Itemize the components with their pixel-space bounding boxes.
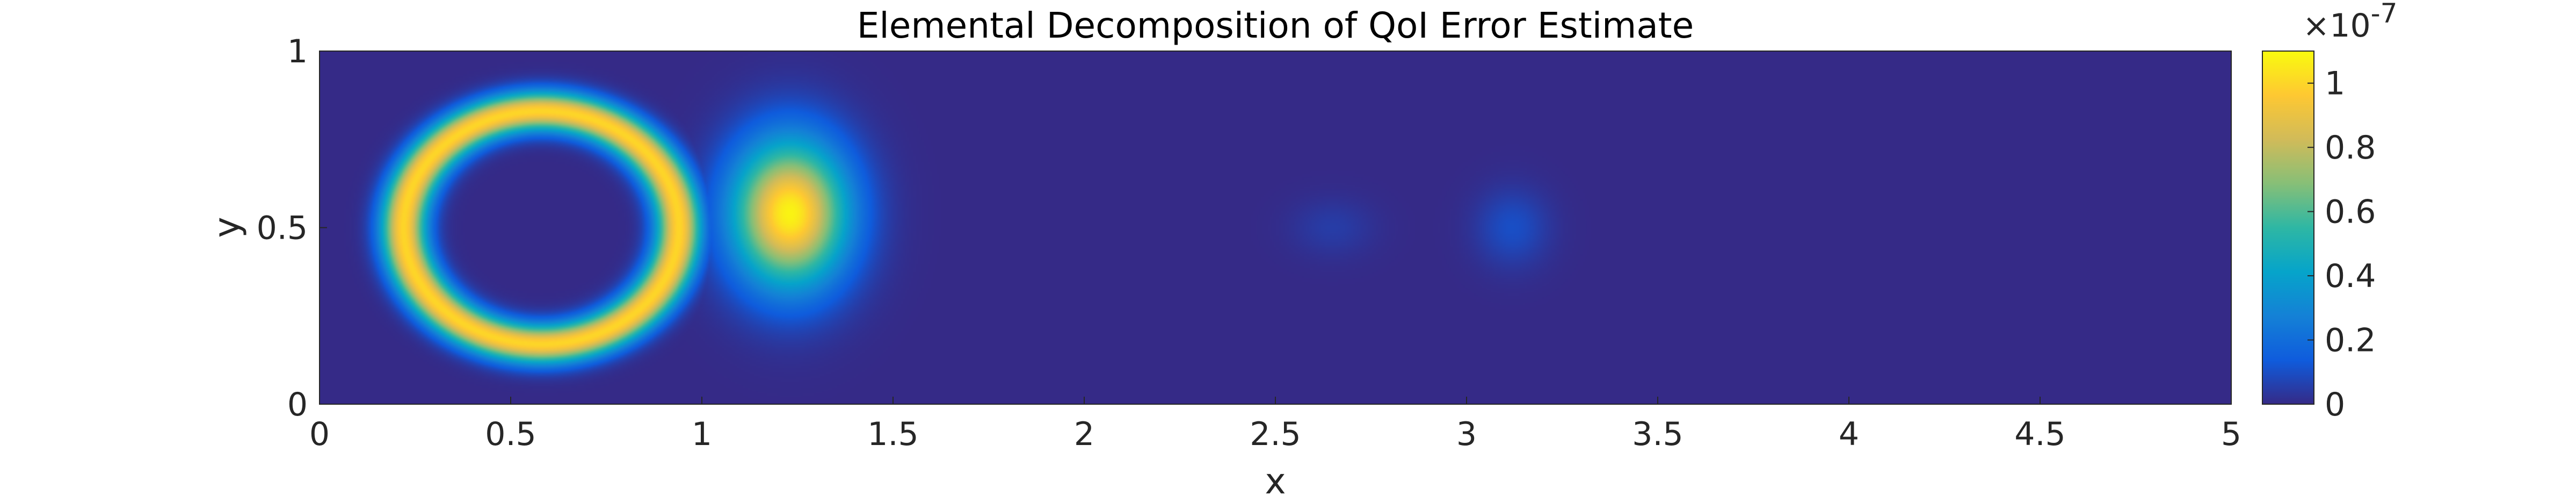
plot-frame xyxy=(319,51,2232,405)
y-tick-label: 0 xyxy=(287,386,308,424)
colorbar-tick-label: 0.8 xyxy=(2325,129,2376,167)
y-tick-label: 0.5 xyxy=(257,210,308,247)
x-tick-label: 3 xyxy=(1456,415,1477,453)
y-axis: 00.51 xyxy=(257,33,327,424)
x-tick-label: 2.5 xyxy=(1250,415,1301,453)
colorbar-multiplier: ×10-7 xyxy=(2303,0,2397,45)
colorbar-multiplier-base: ×10 xyxy=(2303,7,2371,45)
heatmap-image xyxy=(320,51,2231,404)
colorbar-ticks: 0 0.2 0.4 0.6 0.8 1 xyxy=(2307,65,2376,424)
colorbar-tick-label: 1 xyxy=(2325,65,2345,103)
colorbar-tick-label: 0.6 xyxy=(2325,193,2376,231)
colorbar-gradient xyxy=(2262,51,2314,404)
x-tick-label: 4 xyxy=(1839,415,1859,453)
colorbar: 0 0.2 0.4 0.6 0.8 1 ×10-7 xyxy=(2262,0,2397,424)
y-tick-label: 1 xyxy=(287,33,308,70)
x-tick-label: 5 xyxy=(2221,415,2241,453)
chart-title: Elemental Decomposition of QoI Error Est… xyxy=(857,5,1694,46)
x-tick-label: 4.5 xyxy=(2014,415,2065,453)
x-axis-label: x xyxy=(1265,461,1286,502)
colorbar-frame xyxy=(2262,51,2314,405)
x-tick-label: 3.5 xyxy=(1632,415,1683,453)
x-tick-label: 1 xyxy=(692,415,712,453)
x-tick-label: 2 xyxy=(1074,415,1094,453)
colorbar-tick-label: 0.4 xyxy=(2325,257,2376,295)
x-tick-label: 1.5 xyxy=(867,415,918,453)
colorbar-multiplier-exponent: -7 xyxy=(2371,0,2398,29)
x-tick-label: 0 xyxy=(309,415,330,453)
y-axis-label: y xyxy=(206,217,248,238)
x-tick-label: 0.5 xyxy=(485,415,536,453)
x-axis: 0 0.5 1 1.5 2 2.5 3 3.5 4 4.5 5 xyxy=(309,397,2241,453)
colorbar-tick-label: 0 xyxy=(2325,386,2345,424)
plot-area xyxy=(320,51,2231,404)
colorbar-tick-label: 0.2 xyxy=(2325,322,2376,360)
